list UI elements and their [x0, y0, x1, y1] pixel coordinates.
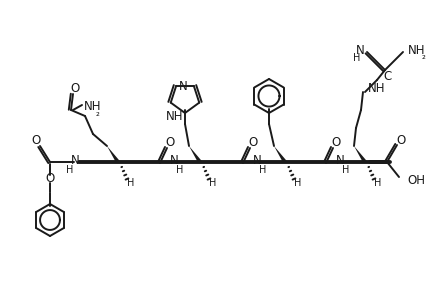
Text: O: O — [396, 134, 406, 147]
Text: NH: NH — [166, 111, 183, 124]
Polygon shape — [274, 146, 287, 163]
Text: H: H — [342, 165, 350, 175]
Text: H: H — [209, 178, 217, 188]
Text: C: C — [383, 69, 391, 82]
Text: O: O — [165, 137, 175, 149]
Text: H: H — [294, 178, 302, 188]
Text: H: H — [259, 165, 267, 175]
Text: NH: NH — [84, 101, 101, 113]
Text: H: H — [127, 178, 135, 188]
Text: N: N — [179, 80, 188, 93]
Text: ₂: ₂ — [422, 51, 426, 61]
Text: N: N — [71, 154, 80, 168]
Text: ₂: ₂ — [96, 108, 100, 118]
Polygon shape — [354, 146, 367, 163]
Text: O: O — [70, 82, 80, 94]
Text: H: H — [176, 165, 184, 175]
Text: N: N — [253, 154, 261, 168]
Text: O: O — [248, 137, 258, 149]
Polygon shape — [189, 146, 201, 163]
Text: N: N — [356, 45, 365, 58]
Text: N: N — [336, 154, 344, 168]
Text: H: H — [375, 178, 382, 188]
Polygon shape — [107, 146, 120, 163]
Text: O: O — [31, 134, 41, 147]
Text: H: H — [66, 165, 74, 175]
Text: O: O — [331, 137, 340, 149]
Text: OH: OH — [407, 175, 425, 187]
Text: O: O — [45, 173, 55, 185]
Text: H: H — [353, 53, 361, 63]
Text: N: N — [170, 154, 178, 168]
Text: NH: NH — [368, 82, 385, 96]
Text: NH: NH — [408, 43, 426, 56]
